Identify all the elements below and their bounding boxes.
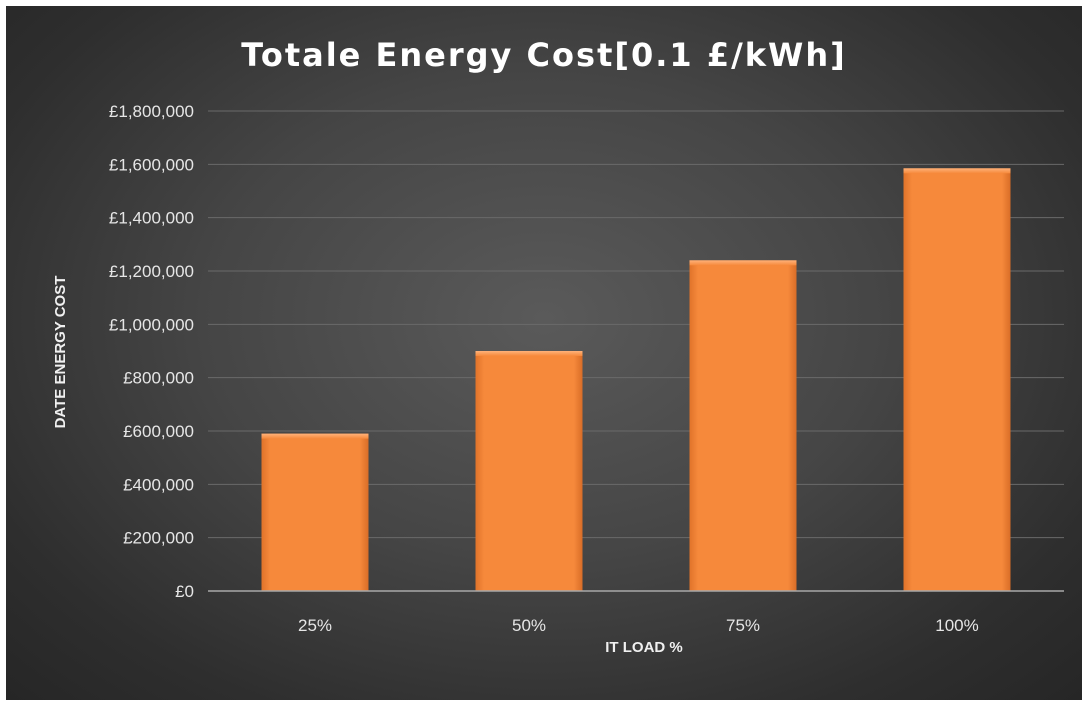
y-tick-label: £800,000	[123, 369, 194, 388]
chart-panel: Totale Energy Cost[0.1 £/kWh] £0 £200,000…	[6, 6, 1082, 700]
y-tick-label: £1,200,000	[109, 262, 194, 281]
y-tick-label: £0	[175, 582, 194, 601]
bar-highlight	[903, 168, 1011, 174]
x-tick-label: 100%	[935, 616, 978, 635]
y-tick-label: £600,000	[123, 422, 194, 441]
y-tick-label: £1,800,000	[109, 102, 194, 121]
x-tick-label: 75%	[726, 616, 760, 635]
y-tick-label: £1,600,000	[109, 155, 194, 174]
bar-100pct	[903, 168, 1011, 592]
y-tick-label: £200,000	[123, 529, 194, 548]
bar-highlight	[261, 433, 369, 439]
x-tick-label: 25%	[298, 616, 332, 635]
x-tick-label: 50%	[512, 616, 546, 635]
y-tick-label: £400,000	[123, 475, 194, 494]
bar-highlight	[475, 351, 583, 356]
chart-title: Totale Energy Cost[0.1 £/kWh]	[241, 36, 847, 74]
y-axis-ticks: £0 £200,000 £400,000 £600,000 £800,000 £1,000…	[109, 102, 194, 601]
bar-chart: Totale Energy Cost[0.1 £/kWh] £0 £200,000…	[52, 36, 1064, 656]
bar-highlight	[689, 260, 797, 266]
x-axis-ticks: 25% 50% 75% 100%	[298, 616, 979, 635]
y-axis-title: DATE ENERGY COST	[52, 276, 69, 429]
bar-50pct	[475, 351, 583, 591]
bar-25pct	[261, 433, 369, 591]
bars	[261, 168, 1011, 592]
y-tick-label: £1,400,000	[109, 209, 194, 228]
y-tick-label: £1,000,000	[109, 315, 194, 334]
x-axis-title: IT LOAD %	[605, 639, 683, 656]
bar-75pct	[689, 260, 797, 591]
